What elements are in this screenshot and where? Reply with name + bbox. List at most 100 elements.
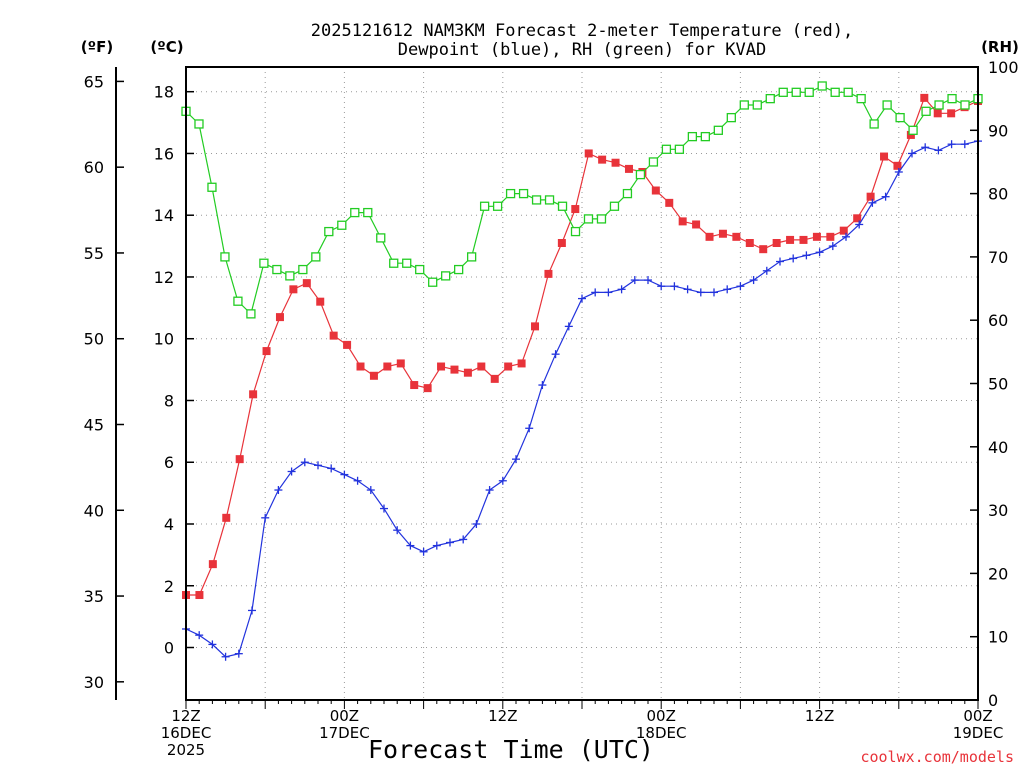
- x-tick-label: 00Z: [647, 707, 676, 725]
- temperature-point: [383, 362, 392, 371]
- rh-point: [622, 188, 633, 199]
- dewpoint-point: [828, 242, 837, 251]
- temperature-point: [249, 390, 258, 399]
- fahrenheit-tick-label: 60: [84, 158, 104, 177]
- temperature-point: [423, 384, 432, 393]
- temperature-point: [571, 205, 580, 214]
- x-tick-label: 12Z: [488, 707, 517, 725]
- temperature-point: [598, 155, 607, 164]
- rh-point: [402, 258, 412, 268]
- dewpoint-point: [710, 288, 718, 297]
- rh-point: [791, 87, 801, 97]
- temperature-point: [450, 365, 459, 374]
- dewpoint-point: [644, 276, 652, 285]
- dewpoint-point: [525, 424, 534, 433]
- dewpoint-point: [512, 455, 520, 464]
- rh-point: [804, 87, 814, 97]
- x-tick-label: 00Z: [330, 707, 359, 725]
- dewpoint-point: [696, 288, 705, 297]
- dewpoint-point: [657, 282, 666, 291]
- temperature-point: [195, 591, 204, 600]
- grid-lines: [186, 67, 978, 700]
- rh-point: [882, 100, 892, 110]
- dewpoint-point: [340, 470, 349, 479]
- rh-point: [869, 119, 879, 129]
- dewpoint-point: [604, 288, 613, 297]
- fahrenheit-tick-label: 65: [84, 72, 104, 91]
- rh-tick-label: 90: [988, 121, 1008, 140]
- rh-point: [259, 258, 269, 268]
- rh-point: [726, 112, 736, 123]
- rh-point: [583, 214, 594, 224]
- dewpoint-point: [723, 285, 732, 294]
- rh-point: [557, 201, 568, 211]
- temperature-point: [289, 285, 298, 294]
- rh-point: [415, 264, 425, 275]
- chart-title-line2: Dewpoint (blue), RH (green) for KVAD: [398, 40, 766, 60]
- dewpoint-point: [960, 140, 969, 149]
- celsius-tick-label: 12: [154, 268, 174, 287]
- dewpoint-point: [802, 251, 811, 260]
- temperature-point: [920, 93, 929, 102]
- rh-point: [648, 157, 659, 167]
- dewpoint-point: [485, 486, 494, 495]
- temperature-point: [208, 560, 217, 569]
- rh-point: [700, 131, 710, 142]
- temperature-point: [826, 232, 835, 241]
- x-tick-label: 00Z: [963, 707, 992, 725]
- dewpoint-point: [947, 140, 956, 149]
- x-tick-label: 12Z: [171, 707, 200, 725]
- rh-point: [674, 144, 685, 154]
- temperature-point: [544, 269, 553, 278]
- temperature-point: [651, 186, 660, 195]
- dewpoint-point: [855, 220, 864, 229]
- temperature-point: [772, 239, 781, 248]
- rh-point: [921, 106, 931, 116]
- celsius-tick-label: 18: [154, 83, 174, 102]
- rh-point: [843, 87, 853, 97]
- rh-point: [298, 264, 308, 275]
- temperature-point: [786, 235, 795, 244]
- rh-point: [233, 296, 243, 306]
- rh-point: [441, 271, 451, 281]
- temperature-point: [329, 331, 338, 340]
- rh-tick-label: 10: [988, 628, 1008, 647]
- dewpoint-point: [736, 282, 745, 291]
- rh-tick-label: 70: [988, 248, 1008, 267]
- dewpoint-point: [234, 649, 243, 658]
- fahrenheit-tick-label: 40: [84, 501, 104, 520]
- rh-point: [570, 226, 581, 237]
- dewpoint-point: [789, 254, 798, 263]
- dewpoint-point: [261, 513, 270, 522]
- celsius-tick-label: 2: [164, 577, 174, 596]
- celsius-tick-label: 6: [164, 453, 174, 472]
- plot-frame: [185, 66, 979, 701]
- rh-point: [544, 195, 555, 205]
- rh-point: [466, 252, 477, 262]
- dewpoint-point: [881, 192, 890, 201]
- rh-point: [778, 87, 788, 97]
- dewpoint-point: [432, 541, 441, 550]
- dewpoint-point: [366, 486, 375, 495]
- dewpoint-point: [327, 464, 336, 473]
- temperature-point: [759, 245, 768, 254]
- rh-point: [635, 169, 646, 180]
- rh-point: [220, 252, 230, 262]
- rh-point: [272, 264, 282, 275]
- temperature-point: [745, 239, 754, 248]
- rh-tick-label: 20: [988, 564, 1008, 583]
- dewpoint-point: [934, 146, 943, 155]
- temperature-point: [799, 235, 808, 244]
- dewpoint-point: [221, 652, 230, 661]
- dewpoint-point: [815, 248, 824, 257]
- dewpoint-point: [248, 606, 256, 615]
- rh-point: [518, 188, 529, 199]
- fahrenheit-tick-label: 55: [84, 244, 104, 263]
- temperature-point: [275, 313, 284, 322]
- dewpoint-point: [419, 547, 428, 556]
- dewpoint-point: [762, 266, 771, 275]
- temperature-point: [732, 232, 741, 241]
- rh-tick-label: 40: [988, 438, 1008, 457]
- dewpoint-point: [921, 143, 930, 152]
